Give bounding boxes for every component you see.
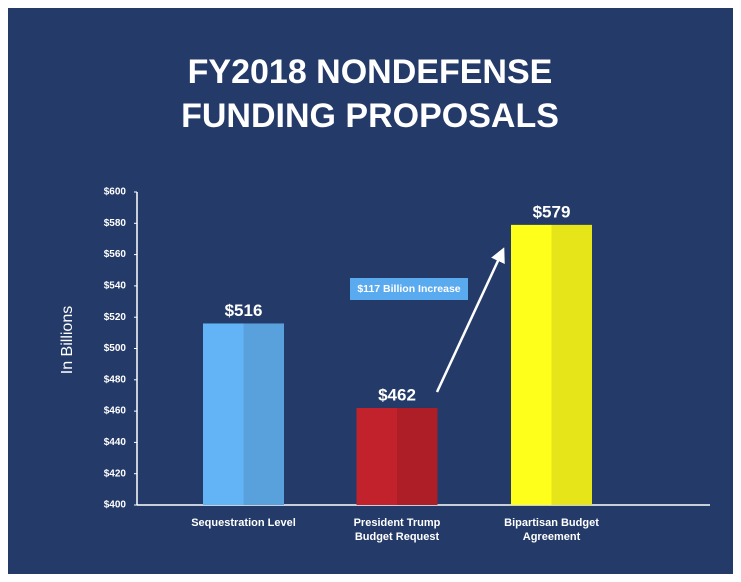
y-tick-label: $440 — [104, 437, 127, 448]
value-label: $579 — [533, 202, 571, 221]
y-tick-label: $460 — [104, 406, 127, 417]
y-tick-label: $560 — [104, 249, 127, 260]
y-tick-label: $540 — [104, 281, 127, 292]
y-tick-label: $420 — [104, 468, 127, 479]
y-tick-label: $600 — [104, 187, 127, 198]
bar — [203, 323, 284, 505]
value-label: $462 — [378, 385, 416, 404]
bar-shade — [551, 224, 592, 506]
y-tick-label: $500 — [104, 343, 127, 354]
bar — [356, 407, 438, 505]
chart-title: FY2018 NONDEFENSE FUNDING PROPOSALS — [181, 53, 559, 135]
value-label: $516 — [225, 301, 263, 320]
x-tick-label: Bipartisan Budget Agreement — [504, 517, 599, 543]
annotation: $117 Billion Increase — [350, 278, 468, 300]
y-tick-label: $480 — [104, 374, 127, 385]
y-tick-label: $400 — [104, 500, 127, 511]
y-tick-label: $520 — [104, 312, 127, 323]
bar-shade — [243, 323, 284, 505]
x-tick-label: President Trump Budget Request — [353, 517, 441, 543]
y-axis-label: In Billions — [59, 306, 76, 374]
x-tick-label: Sequestration Level — [191, 517, 296, 529]
arrow — [435, 247, 505, 393]
y-tick-label: $580 — [104, 218, 127, 229]
bar-shade — [397, 407, 438, 505]
bar — [511, 224, 592, 506]
